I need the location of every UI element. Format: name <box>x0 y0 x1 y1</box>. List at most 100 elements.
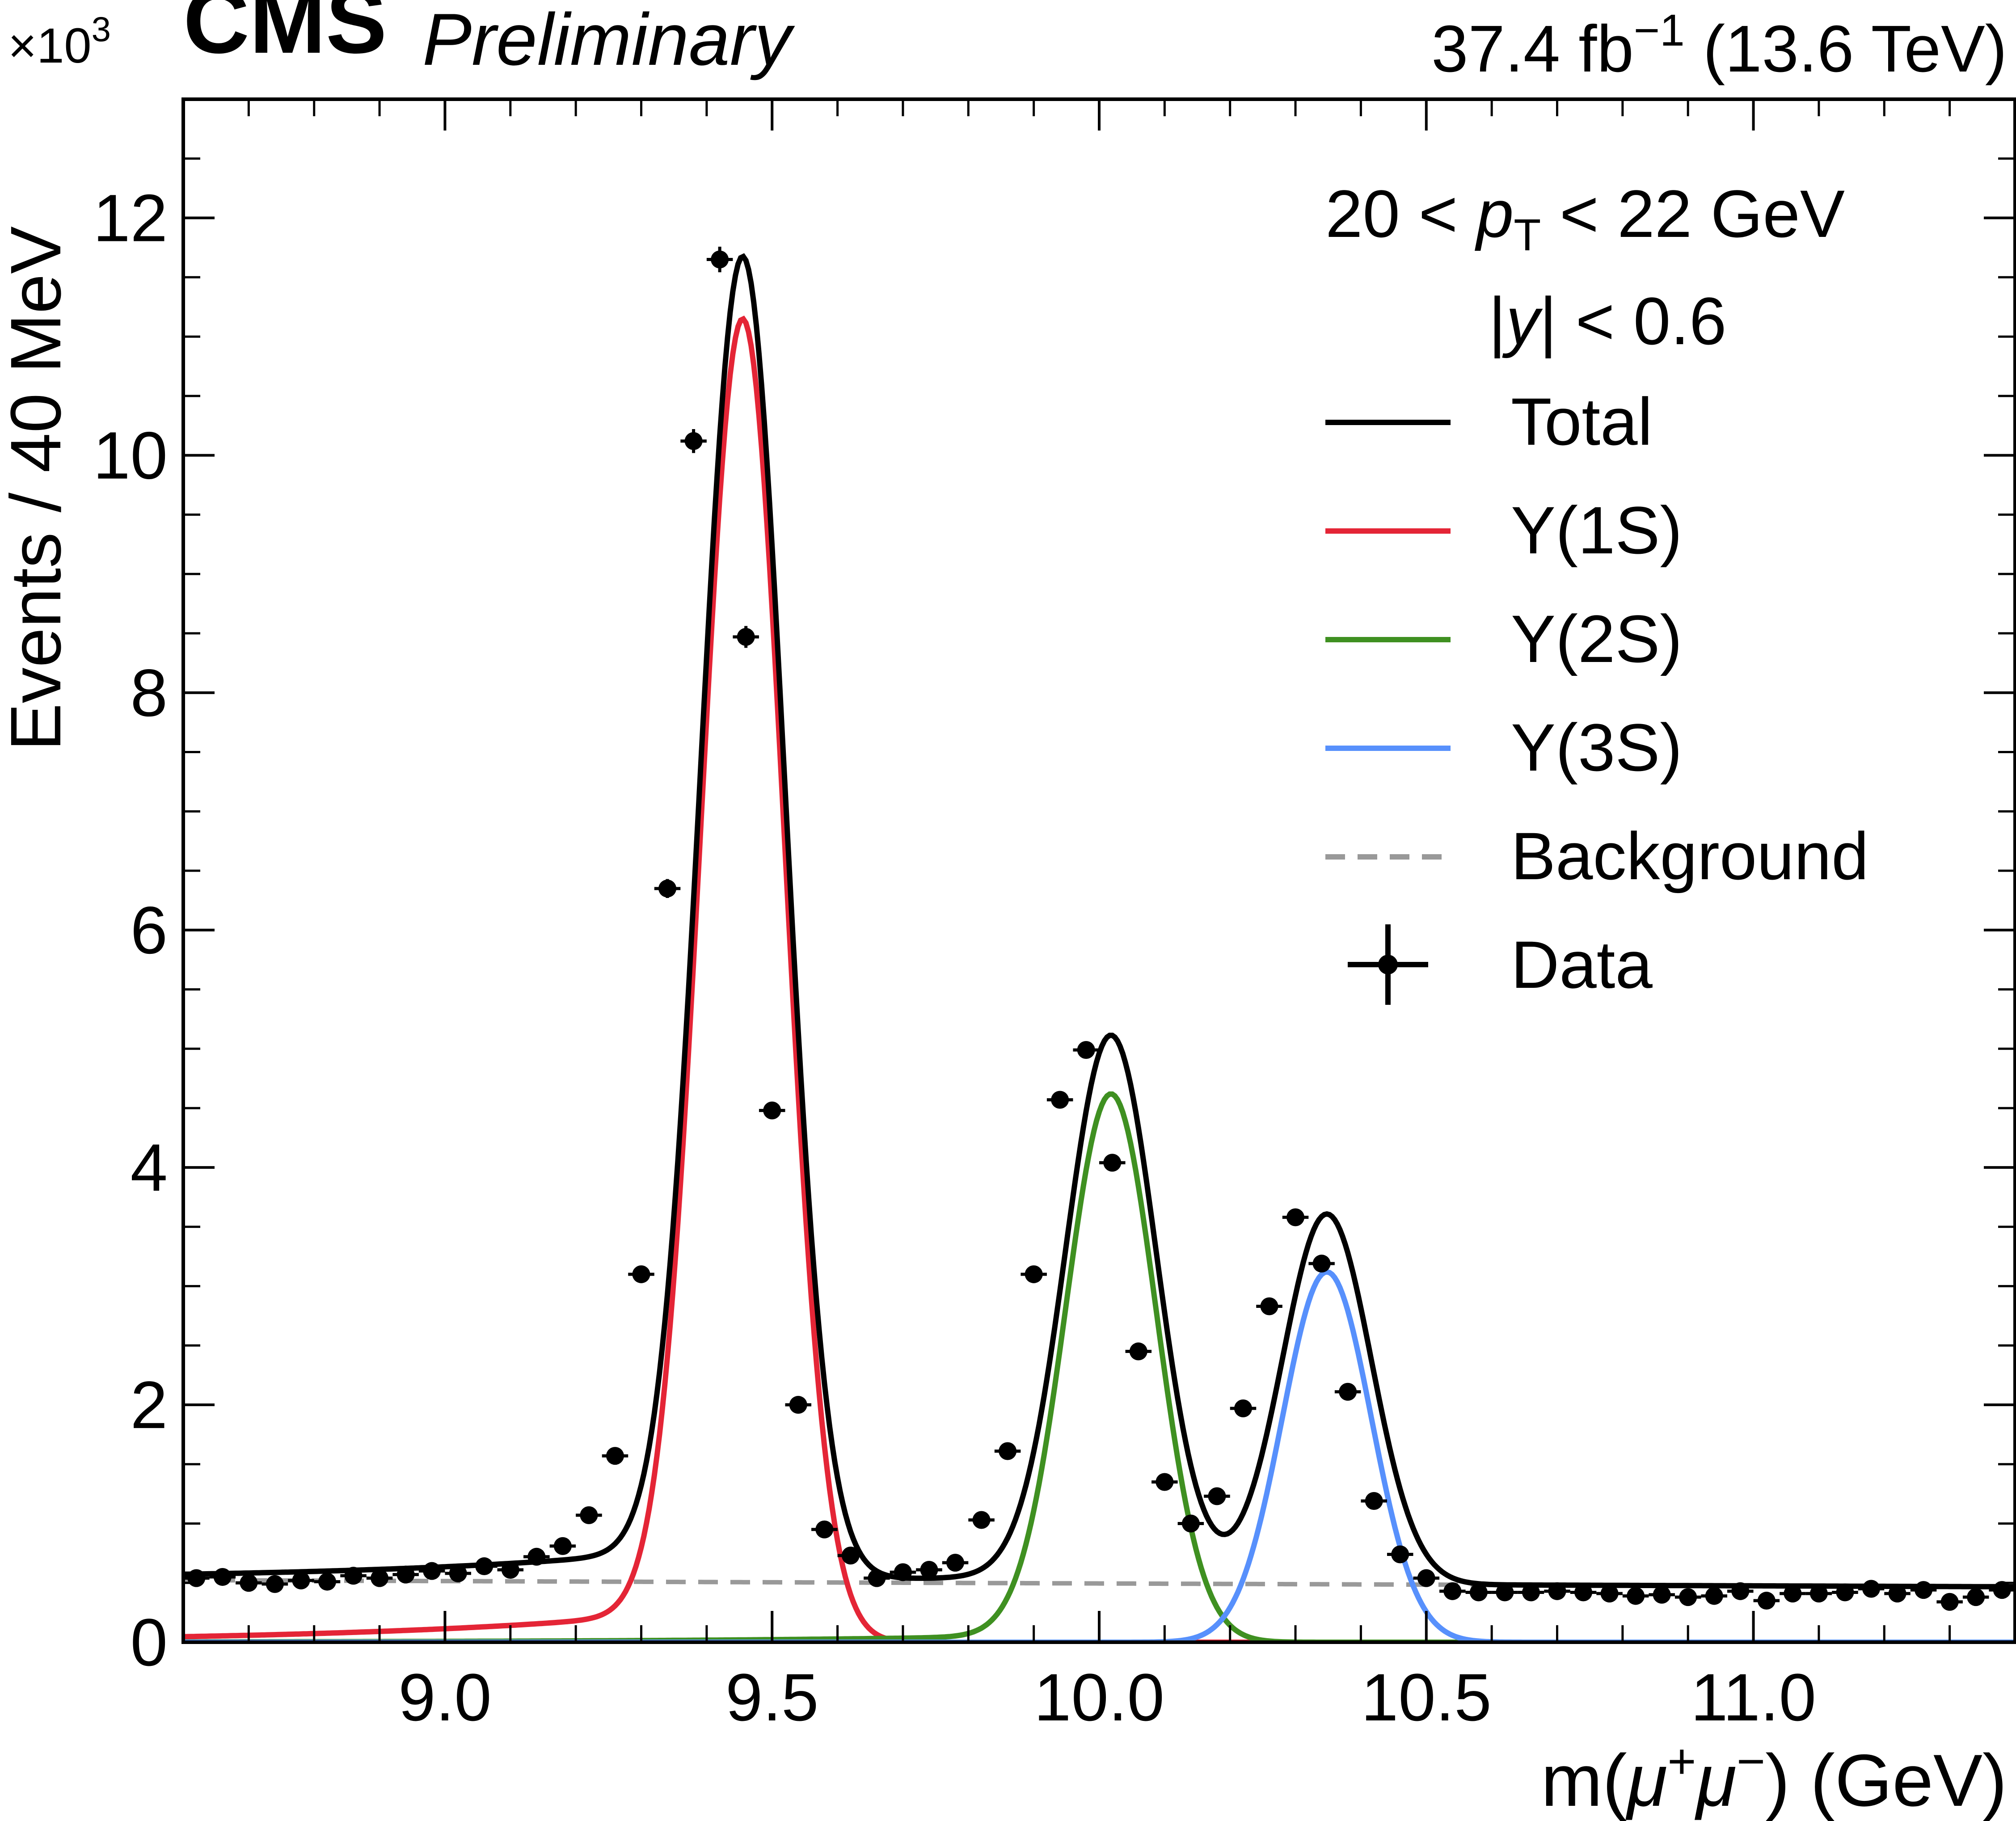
data-point <box>576 1506 602 1524</box>
data-point <box>785 1395 812 1414</box>
data-point <box>1570 1583 1597 1602</box>
data-point <box>1544 1582 1570 1600</box>
data-point <box>942 1554 969 1572</box>
legend-item-ups3s: Υ(3S) <box>1325 710 1682 785</box>
data-point <box>418 1562 445 1580</box>
data-point <box>261 1575 288 1593</box>
data-point <box>549 1537 576 1555</box>
plot-frame <box>181 97 2016 1644</box>
data-point <box>706 246 733 273</box>
x-tick-label: 11.0 <box>1691 1660 1816 1735</box>
data-point <box>236 1574 262 1592</box>
data-point <box>1674 1588 1701 1606</box>
y-tick-label: 0 <box>131 1605 168 1680</box>
data-point <box>471 1557 498 1576</box>
data-point <box>523 1547 550 1566</box>
x-tick-label: 9.5 <box>725 1660 819 1735</box>
data-point <box>1308 1254 1335 1273</box>
x-axis-label: m(μ+μ−) (GeV) <box>1541 1734 2007 1821</box>
data-point <box>1858 1580 1885 1598</box>
data-point <box>1125 1342 1152 1361</box>
legend-item-ups2s: Υ(2S) <box>1325 601 1682 676</box>
data-point <box>209 1568 236 1586</box>
y-tick-label: 8 <box>131 655 168 730</box>
total-curve <box>183 253 2015 1589</box>
preliminary-label: Preliminary <box>422 0 795 80</box>
data-point <box>654 879 681 898</box>
legend-label-total: Total <box>1511 384 1653 459</box>
y-tick-label: 6 <box>131 893 168 968</box>
lumi-energy-label: 37.4 fb−1 (13.6 TeV) <box>1431 5 2007 86</box>
data-point <box>1021 1265 1047 1283</box>
data-point <box>445 1564 471 1582</box>
data-point <box>497 1561 524 1579</box>
data-point <box>314 1572 341 1591</box>
data-point <box>1649 1585 1675 1604</box>
data-point <box>366 1569 393 1587</box>
y-tick-label: 2 <box>131 1367 168 1442</box>
axis-ticks: 9.0 9.5 10.0 10.5 11.0 0 2 4 6 8 10 12 <box>93 98 2016 1735</box>
y-tick-label: 10 <box>93 418 168 493</box>
x-tick-label: 9.0 <box>398 1660 492 1735</box>
data-point <box>916 1561 942 1579</box>
data-point <box>733 626 759 648</box>
data-point <box>1439 1582 1466 1600</box>
legend-item-data: Data <box>1348 924 1653 1005</box>
legend: Total Υ(1S) Υ(2S) Υ(3S) Background Data <box>1325 384 1869 1005</box>
x-tick-label: 10.0 <box>1034 1660 1164 1735</box>
data-point <box>1962 1588 1989 1606</box>
legend-item-total: Total <box>1325 384 1653 459</box>
data-points <box>183 246 2015 1611</box>
legend-item-background: Background <box>1325 818 1869 894</box>
legend-label-ups1s: Υ(1S) <box>1511 493 1682 568</box>
data-point <box>968 1511 995 1529</box>
ups1s-curve <box>183 315 2015 1642</box>
data-point <box>1727 1582 1754 1600</box>
data-point <box>1151 1473 1178 1491</box>
data-point <box>1256 1297 1282 1315</box>
pt-range-label: 20 < pT < 22 GeV <box>1325 176 1845 260</box>
y-axis-label: Events / 40 MeV <box>0 226 76 751</box>
legend-item-ups1s: Υ(1S) <box>1325 493 1682 568</box>
data-point <box>994 1442 1021 1460</box>
ups2s-curve <box>183 1091 2015 1642</box>
data-point <box>1334 1383 1361 1401</box>
data-point <box>1177 1514 1204 1533</box>
data-point <box>890 1563 916 1581</box>
y-tick-label: 4 <box>131 1130 168 1205</box>
y-multiplier: ×103 <box>8 9 111 73</box>
data-point <box>340 1567 367 1585</box>
legend-label-ups2s: Υ(2S) <box>1511 601 1682 676</box>
data-point <box>1832 1583 1858 1602</box>
data-point <box>1204 1487 1230 1505</box>
data-point <box>837 1547 864 1565</box>
legend-label-data: Data <box>1511 927 1653 1002</box>
data-point <box>1230 1399 1257 1417</box>
y-tick-label: 12 <box>93 181 168 256</box>
data-point <box>1753 1592 1780 1610</box>
data-point <box>288 1571 314 1589</box>
data-point <box>1805 1585 1832 1603</box>
data-point <box>1387 1545 1413 1564</box>
legend-label-ups3s: Υ(3S) <box>1511 710 1682 785</box>
data-point <box>759 1101 785 1120</box>
data-point <box>1492 1583 1518 1602</box>
fit-curves <box>183 253 2015 1642</box>
data-point <box>1701 1587 1728 1605</box>
data-point <box>864 1569 890 1587</box>
data-point <box>1596 1585 1623 1603</box>
data-point <box>1989 1581 2015 1599</box>
rapidity-label: |y| < 0.6 <box>1489 283 1726 358</box>
x-tick-label: 10.5 <box>1361 1660 1492 1735</box>
data-point <box>1361 1492 1387 1510</box>
data-point <box>1884 1585 1911 1603</box>
data-point <box>1073 1041 1099 1059</box>
data-point <box>1413 1569 1440 1587</box>
data-point <box>1465 1583 1492 1602</box>
cms-label: CMS <box>183 0 387 72</box>
data-point <box>1046 1091 1073 1109</box>
data-point <box>1780 1585 1806 1603</box>
data-point <box>1099 1154 1126 1172</box>
data-point <box>602 1447 628 1465</box>
